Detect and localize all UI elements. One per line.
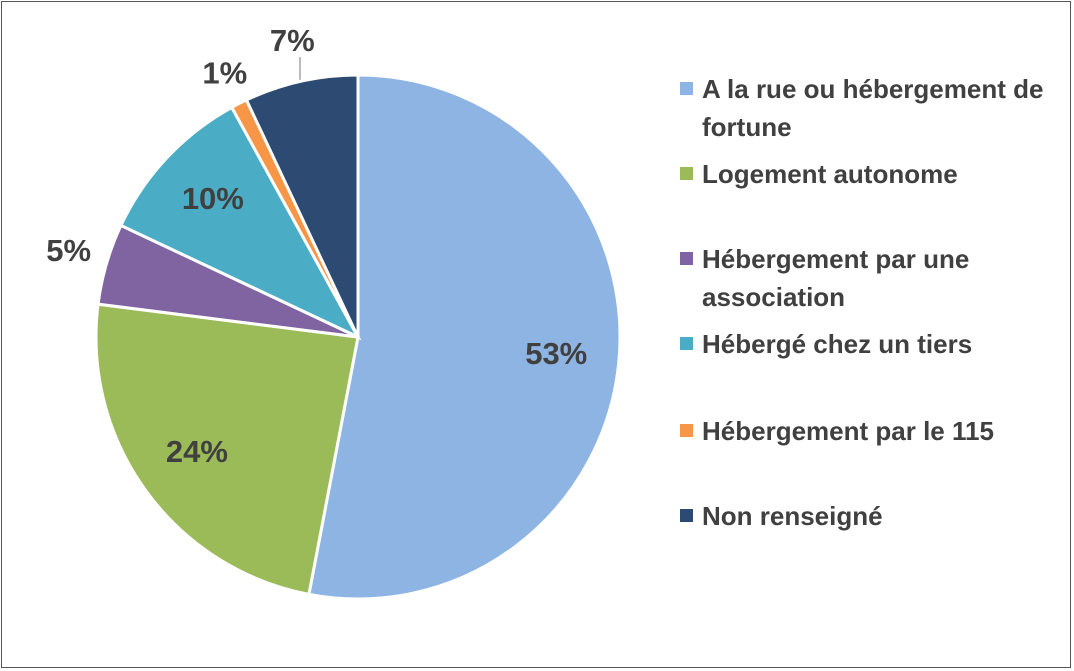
pie-slice — [307, 73, 622, 601]
legend-swatch — [680, 337, 693, 350]
legend-swatch — [680, 82, 693, 95]
legend-label: A la rue ou hébergement de fortune — [702, 74, 1044, 142]
data-label: 10% — [182, 181, 244, 216]
data-label: 1% — [202, 56, 247, 91]
legend-swatch — [680, 424, 693, 437]
legend-label: Non renseigné — [702, 501, 883, 531]
legend-swatch — [680, 509, 693, 522]
data-label: 7% — [270, 23, 315, 58]
legend-swatch — [680, 167, 693, 180]
legend-label: Hébergement par le 115 — [702, 416, 994, 446]
data-label: 5% — [46, 233, 91, 268]
pie-slice — [118, 105, 362, 341]
pie-slice — [94, 302, 360, 597]
pie-slice — [244, 73, 360, 338]
data-label: 24% — [166, 434, 228, 469]
legend-label: Logement autonome — [702, 159, 958, 189]
legend-label: Hébergé chez un tiers — [702, 329, 973, 359]
legend-label: Hébergement par une association — [702, 244, 970, 312]
legend-swatch — [680, 252, 693, 265]
data-label: 53% — [525, 336, 587, 371]
